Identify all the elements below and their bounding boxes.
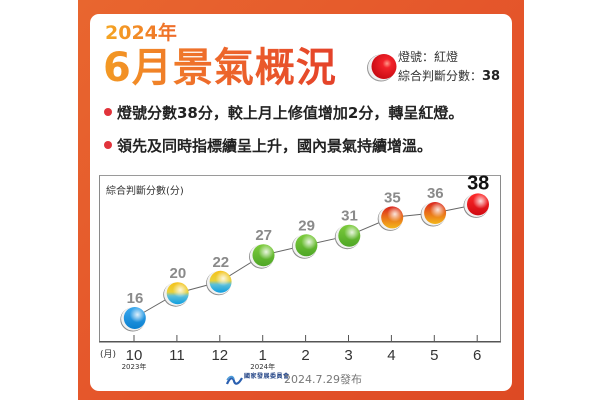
x-year-label: 2023年: [122, 362, 147, 371]
point-highlight: [338, 224, 361, 247]
score-summary: 綜合判斷分數：38: [398, 69, 500, 84]
x-tick-label: 6: [473, 347, 481, 364]
score-value: 38: [482, 69, 501, 84]
data-label: 38: [467, 172, 489, 194]
ndc-logo-icon: [225, 375, 243, 385]
x-tick-label: 5: [430, 347, 438, 364]
point-highlight: [252, 244, 275, 267]
data-label: 16: [127, 290, 144, 307]
data-label: 36: [427, 185, 444, 202]
data-point: [163, 282, 189, 307]
data-point: [291, 234, 318, 259]
data-label: 27: [255, 227, 272, 244]
page-title: 6月景氣概況: [103, 45, 337, 91]
publish-date: 2024.7.29發布: [284, 373, 362, 386]
data-label: 35: [384, 189, 401, 206]
data-label: 22: [212, 254, 229, 271]
data-label: 31: [341, 208, 358, 225]
data-point: [249, 244, 275, 269]
point-highlight: [209, 270, 232, 293]
x-tick-label: 1: [259, 347, 267, 364]
bullet-item: 領先及同時指標續呈上升，國內景氣持續增溫。: [104, 137, 432, 155]
content-card: [90, 14, 512, 391]
x-tick-label: 3: [344, 347, 352, 364]
point-highlight: [166, 282, 189, 305]
bullet-item: 燈號分數38分，較上月上修值增加2分，轉呈紅燈。: [104, 104, 463, 122]
data-point: [120, 307, 146, 332]
data-point: [377, 206, 404, 231]
point-highlight: [123, 307, 146, 329]
x-axis-unit: (月): [100, 349, 116, 360]
data-point: [334, 224, 361, 250]
data-point: [420, 202, 447, 227]
point-highlight: [467, 193, 489, 216]
x-tick-label: 12: [211, 347, 228, 364]
x-tick-label: 4: [387, 347, 395, 364]
bullet-dot-icon: [104, 108, 112, 116]
ndc-logo: [225, 372, 243, 391]
data-point: [206, 270, 232, 296]
data-label: 20: [170, 265, 187, 282]
point-highlight: [424, 202, 447, 224]
signal-status: 燈號：紅燈: [398, 50, 459, 64]
ndc-logo-text: 國家發展委員會: [244, 373, 290, 380]
point-highlight: [295, 234, 318, 257]
score-label: 綜合判斷分數：: [398, 69, 483, 83]
report-year: 2024年: [105, 22, 177, 44]
y-axis-label: 綜合判斷分數(分): [106, 186, 184, 197]
x-tick-label: 10: [126, 347, 143, 364]
x-tick-label: 11: [169, 347, 185, 364]
bullet-dot-icon: [104, 141, 112, 149]
data-point: [463, 193, 489, 218]
x-tick-label: 2: [301, 347, 309, 364]
red-light-icon: [367, 54, 397, 82]
data-label: 29: [298, 217, 315, 234]
x-year-label: 2024年: [250, 362, 275, 371]
point-highlight: [381, 206, 404, 229]
bullet-text: 燈號分數38分，較上月上修值增加2分，轉呈紅燈。: [117, 104, 464, 122]
bullet-text: 領先及同時指標續呈上升，國內景氣持續增溫。: [117, 137, 433, 155]
